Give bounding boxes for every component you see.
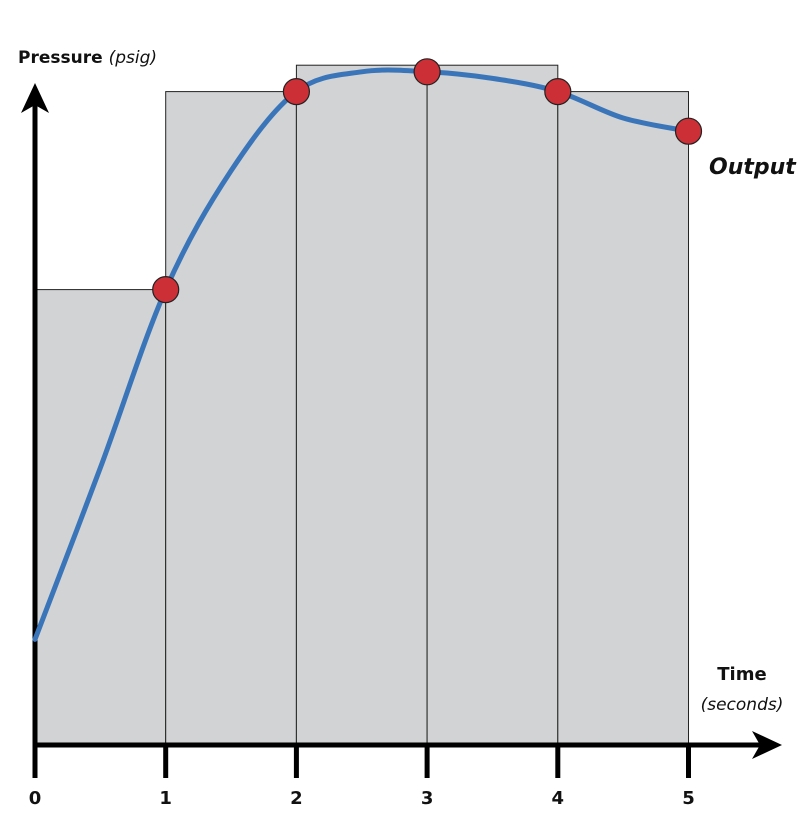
sample-point xyxy=(282,77,311,106)
sample-point xyxy=(544,77,572,106)
y-label-main: Pressure xyxy=(18,48,103,68)
y-axis-arrow xyxy=(21,83,49,113)
y-label-unit: (psig) xyxy=(109,48,157,68)
hold-bar xyxy=(295,64,428,746)
x-tick-label: 4 xyxy=(552,788,565,809)
x-tick-label: 5 xyxy=(682,788,695,809)
sample-point xyxy=(152,276,180,304)
hold-bar xyxy=(34,289,167,746)
x-tick-label: 2 xyxy=(290,788,303,809)
hold-bar xyxy=(165,91,297,746)
x-tick-label: 0 xyxy=(29,788,42,809)
x-tick-label: 1 xyxy=(159,788,172,809)
series-label: Output xyxy=(709,155,797,180)
x-axis-label: Time xyxy=(717,664,766,685)
x-axis-arrow xyxy=(752,731,782,759)
hold-bar xyxy=(557,91,690,746)
y-axis-label: Pressure (psig) xyxy=(18,48,157,68)
x-axis-unit: (seconds) xyxy=(701,695,784,715)
sample-point xyxy=(674,117,703,145)
hold-bar xyxy=(426,64,559,746)
x-tick-label: 3 xyxy=(421,788,434,809)
sample-point xyxy=(413,58,441,86)
